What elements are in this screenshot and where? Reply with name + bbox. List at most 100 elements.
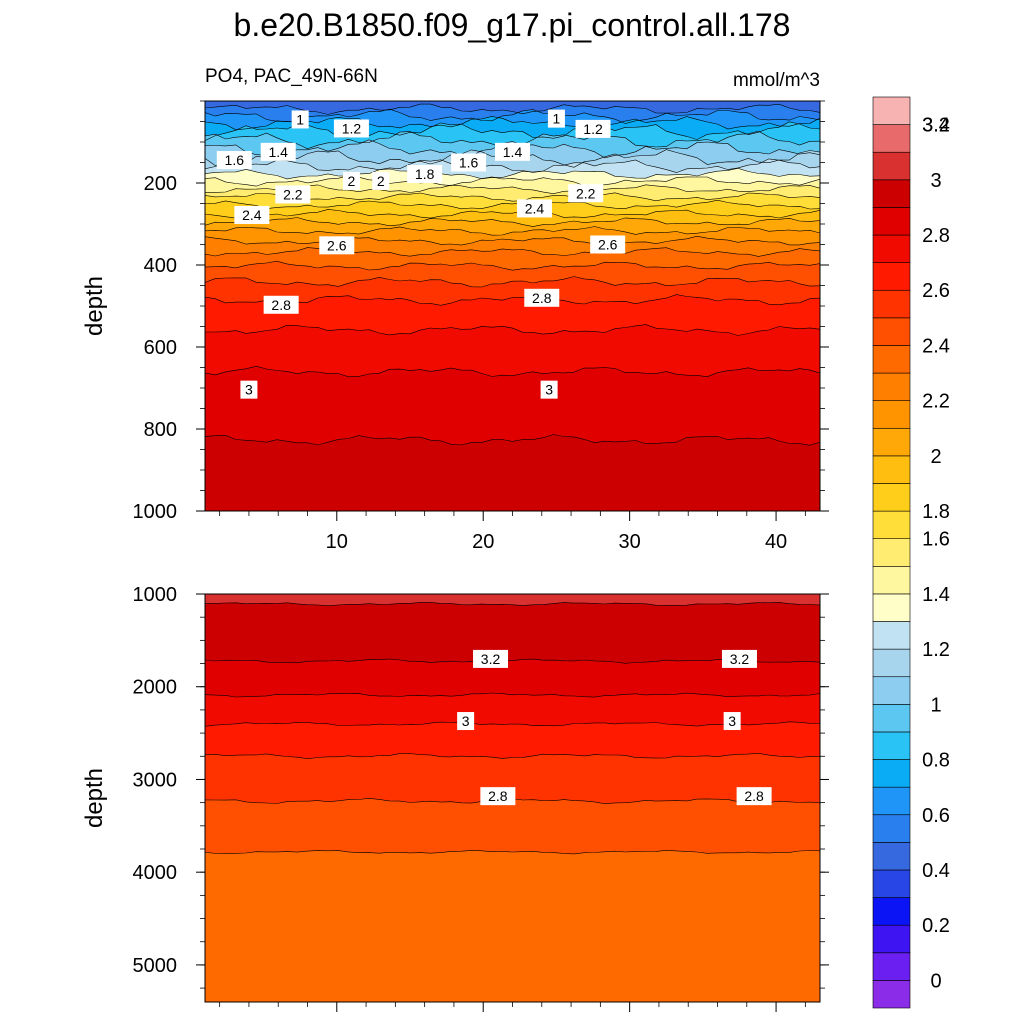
upper-contour-label-4: 2.2 — [283, 186, 303, 202]
colorbar-label-0: 0 — [930, 970, 941, 992]
upper-contour-label-bg-20 — [540, 380, 558, 399]
colorbar-box-23 — [872, 345, 911, 374]
upper-contour-line-9 — [205, 167, 820, 180]
colorbar-box-10 — [872, 704, 911, 733]
colorbar-box-14 — [872, 593, 911, 622]
upper-contour-label-bg-5 — [342, 171, 360, 190]
upper-contour-labels: 1 1.2 1.4 1.6 2.2 2 2 1.8 1.6 1.4 1 1.2 2.2 2.4 2.4 2.6… — [216, 109, 626, 399]
lower-contour-label-3: 3 — [728, 713, 736, 729]
upper-contour-line-18 — [205, 247, 820, 257]
lower-contour-labels: 3.2 3.2 3 3 2.8 2.8 — [457, 649, 772, 806]
upper-contour-label-bg-12 — [568, 184, 604, 203]
colorbar-box-7 — [872, 786, 911, 816]
upper-contour-label-bg-17 — [263, 295, 299, 314]
lower-contour-line-1 — [205, 602, 820, 607]
upper-ytick-label-0: 200 — [144, 173, 177, 195]
lower-band-6 — [205, 797, 820, 855]
upper-contour-label-12: 2.2 — [576, 185, 596, 201]
upper-contour-label-13: 2.4 — [242, 207, 262, 223]
upper-contour-label-bg-7 — [407, 164, 443, 183]
colorbar-label-16: 3.2 — [922, 115, 950, 137]
upper-contour-line-22 — [205, 324, 820, 336]
colorbar-label-10: 2 — [930, 446, 941, 468]
upper-contour-line-24 — [205, 434, 820, 446]
lower-contour-label-bg-2 — [457, 712, 475, 731]
lower-contour-label-bg-0 — [473, 649, 509, 668]
chart-title: b.e20.B1850.f09_g17.pi_control.all.178 — [234, 7, 791, 43]
colorbar-box-30 — [872, 151, 911, 181]
upper-contour-line-14 — [205, 209, 820, 219]
colorbar-box-22 — [872, 372, 911, 401]
colorbar-label-12: 2.4 — [922, 335, 950, 357]
lower-ytick-label-1: 2000 — [133, 677, 178, 699]
colorbar-box-5 — [872, 842, 911, 871]
upper-contour-label-9: 1.4 — [503, 144, 523, 160]
lower-contour-line-4 — [205, 721, 820, 727]
colorbar-box-1 — [872, 952, 911, 981]
colorbar-label-5: 1 — [930, 694, 941, 716]
colorbar-box-6 — [872, 814, 911, 843]
upper-contour-label-18: 2.8 — [532, 290, 552, 306]
upper-xtick-label-1: 20 — [472, 531, 494, 553]
lower-ytick-label-4: 5000 — [133, 955, 178, 977]
upper-contour-line-23 — [205, 365, 820, 378]
upper-contour-label-bg-6 — [372, 171, 390, 190]
colorbar-box-16 — [872, 538, 911, 567]
upper-contour-label-0: 1 — [296, 111, 304, 127]
upper-contour-label-20: 3 — [545, 382, 553, 398]
upper-contour-label-17: 2.8 — [271, 297, 291, 313]
lower-contour-line-5 — [205, 752, 820, 760]
lower-contour-label-5: 2.8 — [744, 788, 764, 804]
colorbar: 0 0.2 0.4 0.6 0.8 1 1.2 1.4 1.6 1.8 2 2.2 2.4 2.6 2.8 3… — [872, 96, 950, 1009]
colorbar-box-32 — [872, 96, 911, 125]
upper-xtick-label-2: 30 — [619, 531, 641, 553]
colorbar-box-26 — [872, 262, 911, 291]
colorbar-label-11: 2.2 — [922, 391, 950, 413]
lower-contour-label-4: 2.8 — [488, 788, 508, 804]
colorbar-box-13 — [872, 621, 911, 650]
lower-contour-label-1: 3.2 — [730, 651, 750, 667]
upper-contour-line-21 — [205, 294, 820, 306]
lower-band-7 — [205, 849, 820, 1002]
upper-contour-label-15: 2.6 — [327, 237, 347, 253]
upper-contour-line-17 — [205, 235, 820, 246]
lower-contour-label-bg-4 — [480, 787, 516, 806]
colorbar-box-31 — [872, 124, 911, 153]
lower-y-axis-label: depth — [81, 768, 108, 828]
colorbar-box-15 — [872, 566, 911, 595]
lower-contour-line-7 — [205, 849, 820, 855]
colorbar-label-1: 0.2 — [922, 915, 950, 937]
colorbar-box-12 — [872, 648, 911, 678]
upper-contour-label-16: 2.6 — [598, 237, 618, 253]
upper-ytick-label-1: 400 — [144, 255, 177, 277]
colorbar-box-2 — [872, 924, 911, 954]
colorbar-box-11 — [872, 676, 911, 705]
lower-contour-lines — [205, 602, 820, 855]
upper-contour-label-bg-8 — [451, 153, 487, 172]
colorbar-label-2: 0.4 — [922, 860, 950, 882]
colorbar-box-19 — [872, 455, 911, 484]
upper-ytick-label-2: 600 — [144, 337, 177, 359]
upper-contour-line-10 — [205, 175, 820, 187]
colorbar-box-21 — [872, 400, 911, 429]
colorbar-box-8 — [872, 759, 911, 788]
upper-contour-label-7: 1.8 — [415, 166, 435, 182]
left-subtitle: PO4, PAC_49N-66N — [205, 66, 378, 87]
upper-contour-label-bg-16 — [590, 235, 626, 254]
upper-contour-label-bg-2 — [260, 142, 296, 161]
lower-axis-ticks: 1000 2000 3000 4000 5000 — [133, 584, 829, 1012]
lower-contour-line-3 — [205, 692, 820, 698]
upper-contour-label-bg-14 — [516, 199, 552, 218]
colorbar-label-14: 2.8 — [922, 225, 950, 247]
upper-contour-label-3: 1.6 — [225, 152, 245, 168]
colorbar-label-17: 3.4 — [922, 115, 950, 137]
upper-contour-line-8 — [205, 158, 820, 173]
lower-contour-label-bg-1 — [721, 649, 757, 668]
colorbar-box-29 — [872, 179, 911, 208]
lower-ytick-label-3: 4000 — [133, 862, 178, 884]
upper-contour-line-16 — [205, 226, 820, 236]
upper-contour-label-bg-15 — [319, 236, 355, 255]
upper-contour-line-19 — [205, 260, 820, 271]
